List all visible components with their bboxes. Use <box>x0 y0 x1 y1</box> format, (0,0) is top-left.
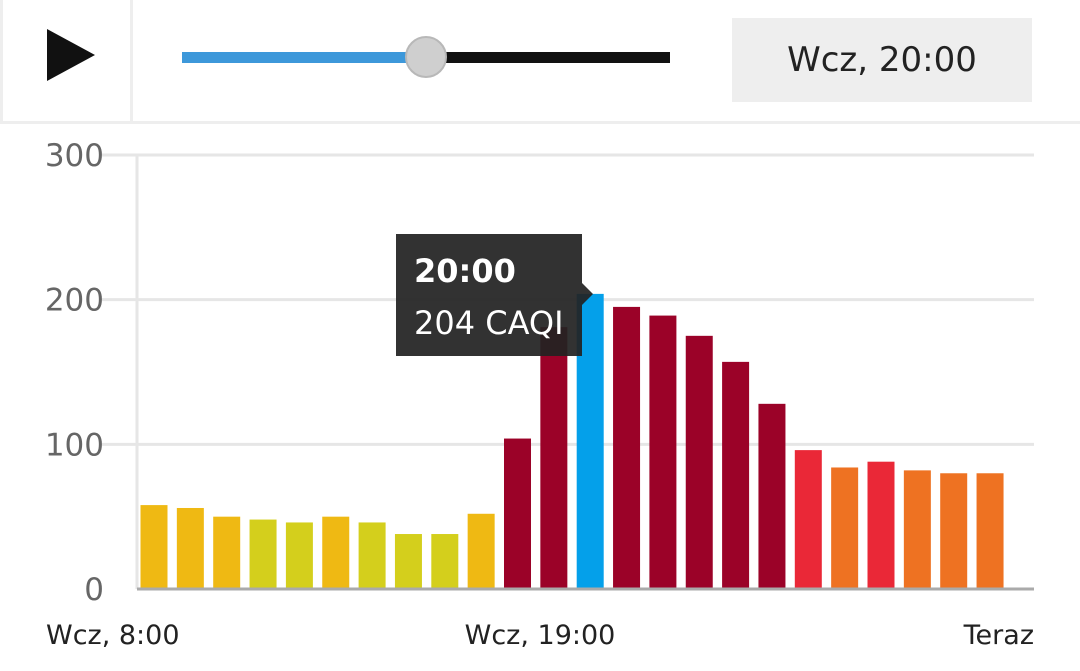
bar <box>867 461 895 589</box>
y-tick-label: 0 <box>84 572 104 608</box>
bar <box>903 470 931 589</box>
play-icon <box>47 29 95 81</box>
bar <box>831 467 859 589</box>
time-slider[interactable] <box>182 36 670 78</box>
caqi-bar-chart: 0 100 200 300 Wcz, 8:00 Wcz, 19:00 Teraz <box>45 138 1034 651</box>
bar <box>976 473 1004 589</box>
x-tick-label: Teraz <box>963 620 1034 651</box>
slider-fill <box>182 52 426 63</box>
bar-tooltip: 20:00 204 CAQI <box>396 234 593 356</box>
bar <box>285 522 313 589</box>
bar <box>794 450 822 589</box>
tooltip-value: 204 CAQI <box>414 304 564 342</box>
player-toolbar: Wcz, 20:00 <box>0 0 1080 124</box>
bar <box>467 513 495 589</box>
bar <box>322 516 350 589</box>
x-tick-label: Wcz, 8:00 <box>46 620 180 651</box>
bar <box>504 438 531 589</box>
bar <box>685 335 713 589</box>
x-tick-label: Wcz, 19:00 <box>465 620 616 651</box>
bar <box>940 473 968 589</box>
y-tick-label: 200 <box>45 283 104 319</box>
bar <box>249 519 277 589</box>
bar <box>722 361 750 589</box>
bar <box>358 522 386 589</box>
current-time-button[interactable]: Wcz, 20:00 <box>732 18 1032 102</box>
bar <box>140 505 168 589</box>
bar <box>394 534 422 589</box>
tooltip-time: 20:00 <box>414 252 516 290</box>
y-tick-label: 300 <box>45 138 104 174</box>
bar <box>613 306 641 589</box>
bar <box>213 516 241 589</box>
bar <box>758 403 786 589</box>
bar <box>431 534 459 589</box>
y-tick-label: 100 <box>45 427 104 463</box>
slider-thumb[interactable] <box>405 36 447 78</box>
bar <box>540 327 568 589</box>
bar <box>649 315 677 589</box>
bar <box>176 507 204 589</box>
play-button[interactable] <box>0 0 133 124</box>
